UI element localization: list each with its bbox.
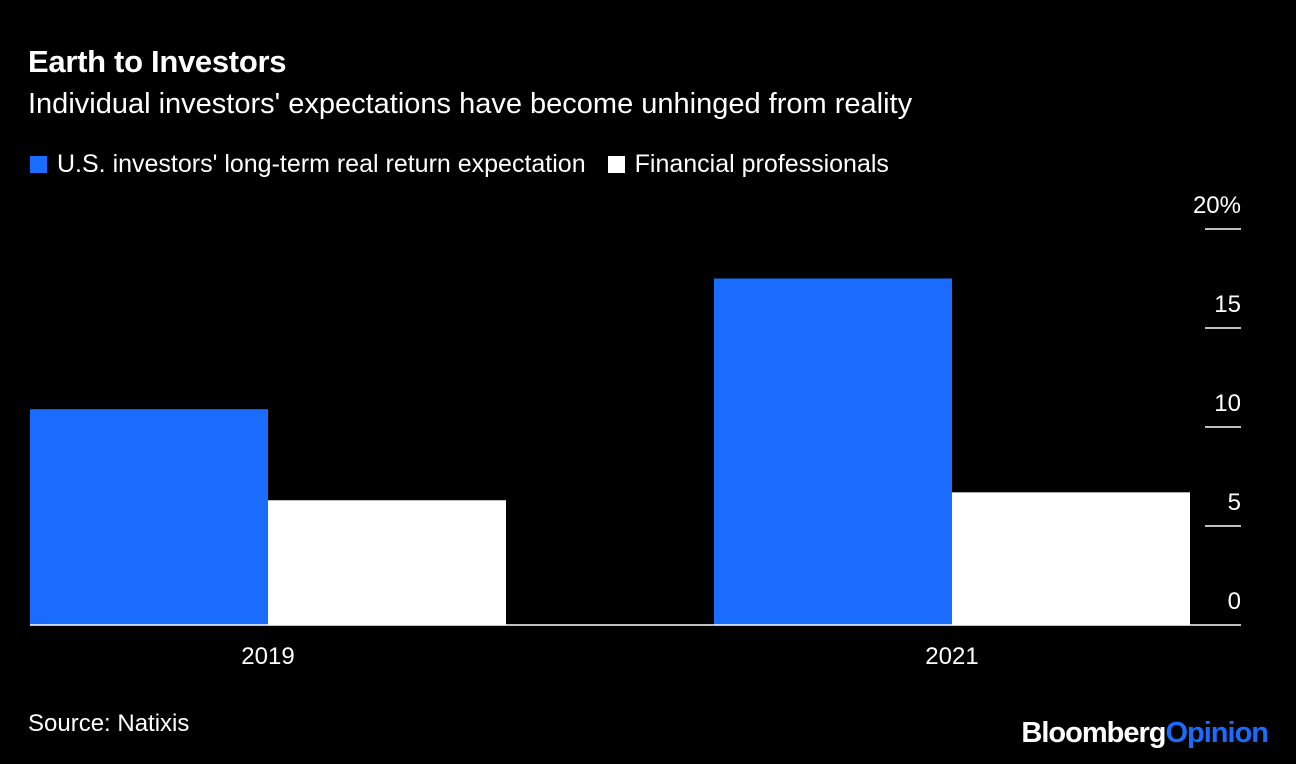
legend-item-series-2: Financial professionals: [607, 150, 889, 179]
y-tick-label-0: 0: [1228, 588, 1241, 615]
legend: U.S. investors' long-term real return ex…: [30, 150, 911, 179]
brand-bloomberg: Bloomberg: [1021, 717, 1166, 749]
legend-label-series-1: U.S. investors' long-term real return ex…: [57, 150, 586, 178]
source-note: Source: Natixis: [28, 710, 190, 737]
legend-item-series-1: U.S. investors' long-term real return ex…: [30, 150, 586, 179]
legend-label-series-2: Financial professionals: [634, 150, 889, 178]
y-tick-label-20: 20%: [1193, 192, 1241, 219]
legend-swatch-series-1: [30, 156, 47, 173]
x-tick-label-2019: 2019: [241, 643, 294, 670]
bloomberg-opinion-logo: BloombergOpinion: [1021, 717, 1269, 750]
y-tick-label-10: 10: [1214, 390, 1241, 417]
bar-2019-series-2: [268, 500, 506, 625]
chart-title: Earth to Investors: [28, 44, 287, 79]
brand-opinion: Opinion: [1165, 717, 1269, 749]
x-tick-label-2021: 2021: [925, 643, 978, 670]
y-tick-label-15: 15: [1214, 291, 1241, 318]
chart-subtitle: Individual investors' expectations have …: [28, 88, 913, 120]
legend-swatch-series-2: [607, 156, 625, 173]
y-tick-label-5: 5: [1228, 489, 1241, 516]
bar-2019-series-1: [30, 409, 268, 625]
bar-2021-series-2: [952, 492, 1190, 625]
bar-2021-series-1: [714, 278, 952, 625]
